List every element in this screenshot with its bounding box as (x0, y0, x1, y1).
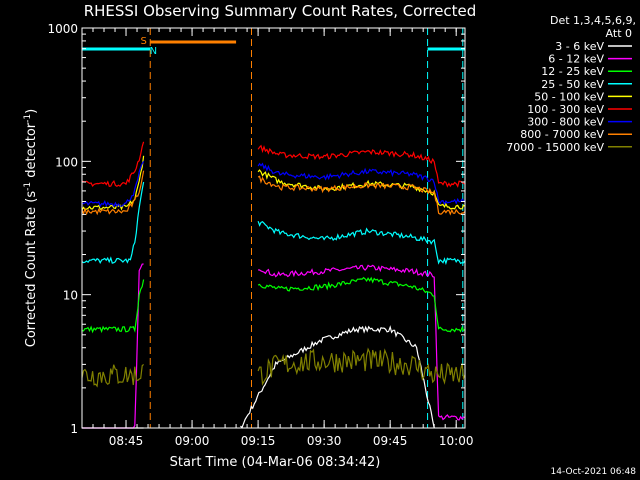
x-tick-label: 09:45 (373, 434, 408, 448)
series-line (257, 144, 466, 188)
series-line (257, 220, 466, 266)
series-line (81, 363, 145, 388)
legend-entry: 100 - 300 keV (527, 103, 604, 116)
x-tick-label: 08:45 (109, 434, 144, 448)
series-line (257, 162, 466, 206)
y-axis-label: Corrected Count Rate (s-1 detector-1) (23, 109, 39, 347)
series-line (258, 264, 466, 421)
series-line (240, 325, 435, 429)
legend-entry: 6 - 12 keV (548, 53, 604, 66)
x-tick-label: 10:00 (439, 434, 474, 448)
legend-entry: 3 - 6 keV (555, 40, 604, 53)
series-layer (81, 141, 466, 429)
y-tick-label: 100 (55, 155, 78, 169)
legend-header-line-2: Att 0 (606, 27, 632, 40)
series-line (81, 170, 145, 216)
legend-entry: 300 - 800 keV (527, 116, 604, 129)
series-line (81, 141, 145, 188)
legend-header-line-1: Det 1,3,4,5,6,9, (550, 14, 636, 27)
y-tick-label: 1000 (47, 22, 78, 36)
legend-entry: 800 - 7000 keV (520, 128, 604, 141)
series-line (257, 347, 466, 386)
plot-annotations: SN (82, 28, 465, 428)
series-line (82, 263, 144, 429)
series-line (81, 161, 145, 208)
series-line (257, 276, 466, 333)
legend-entry: 12 - 25 keV (541, 65, 604, 78)
x-axis: 08:45 09:00 09:15 09:30 09:45 10:00 (81, 28, 474, 448)
plot-frame (81, 27, 466, 429)
y-axis: 1 10 100 1000 (47, 22, 465, 436)
legend-entry: 7000 - 15000 keV (506, 141, 604, 154)
chart-title: RHESSI Observing Summary Count Rates, Co… (84, 2, 477, 20)
flag-label: N (150, 46, 157, 57)
x-tick-label: 09:00 (175, 434, 210, 448)
timestamp: 14-Oct-2021 06:48 (551, 467, 637, 477)
legend-entry: 25 - 50 keV (541, 78, 604, 91)
y-tick-label: 10 (63, 289, 78, 303)
series-line (257, 175, 466, 216)
legend-entry: 50 - 100 keV (534, 90, 604, 103)
flag-label: S (140, 36, 146, 47)
x-axis-label: Start Time (04-Mar-06 08:34:42) (170, 455, 381, 470)
x-tick-label: 09:15 (241, 434, 276, 448)
series-line (81, 279, 145, 334)
series-line (257, 169, 466, 210)
x-tick-label: 09:30 (307, 434, 342, 448)
series-line (81, 181, 145, 264)
y-tick-label: 1 (70, 422, 78, 436)
